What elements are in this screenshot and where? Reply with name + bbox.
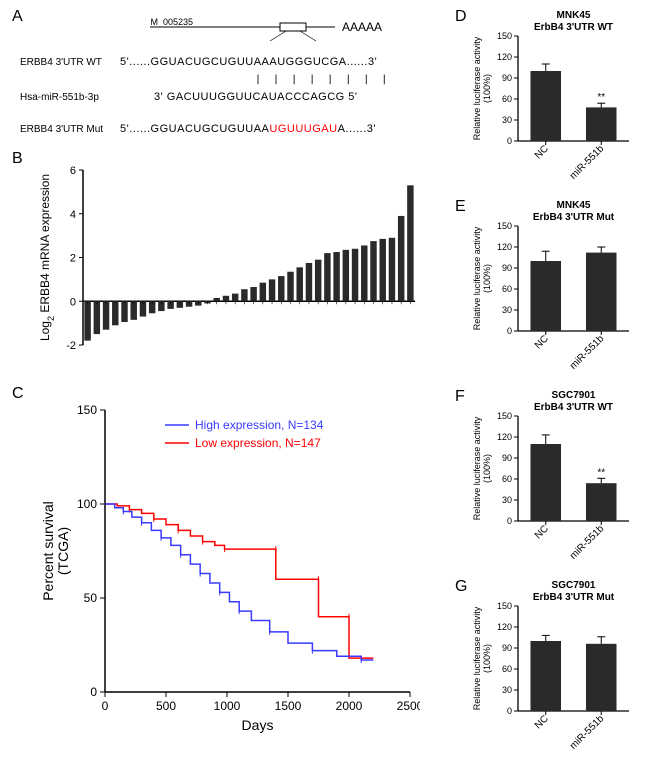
- svg-text:Low expression, N=147: Low expression, N=147: [195, 436, 321, 450]
- svg-text:150: 150: [497, 31, 512, 41]
- svg-text:miR-551b: miR-551b: [568, 333, 607, 372]
- panel-c-chart: 05010015005001000150020002500High expres…: [35, 400, 420, 740]
- seq-label: Hsa-miR-551b-3p: [20, 92, 120, 103]
- svg-text:30: 30: [502, 305, 512, 315]
- svg-text:6: 6: [70, 165, 76, 177]
- svg-text:90: 90: [502, 643, 512, 653]
- svg-text:NC: NC: [533, 333, 551, 351]
- svg-text:0: 0: [70, 296, 76, 308]
- svg-text:90: 90: [502, 73, 512, 83]
- seq-label: ERBB4 3'UTR WT: [20, 57, 120, 68]
- svg-text:50: 50: [84, 591, 98, 605]
- svg-text:60: 60: [502, 664, 512, 674]
- svg-text:NC: NC: [533, 143, 551, 161]
- panel-a-label: A: [12, 8, 23, 26]
- svg-text:miR-551b: miR-551b: [568, 523, 607, 562]
- svg-text:120: 120: [497, 242, 512, 252]
- svg-text:0: 0: [507, 706, 512, 716]
- seq-row-mir: Hsa-miR-551b-3p 3' GACUUUGGUUCAUACCCAGCG…: [20, 91, 420, 103]
- svg-text:**: **: [597, 92, 605, 103]
- svg-text:SGC7901: SGC7901: [552, 390, 596, 401]
- panel-f-label: F: [455, 388, 465, 406]
- svg-text:4: 4: [70, 209, 76, 221]
- svg-text:2000: 2000: [336, 699, 363, 713]
- svg-text:Relative luciferase activity: Relative luciferase activity: [472, 416, 482, 520]
- svg-text:150: 150: [77, 403, 97, 417]
- svg-text:-2: -2: [66, 340, 76, 352]
- svg-text:High expression, N=134: High expression, N=134: [195, 418, 324, 432]
- svg-text:90: 90: [502, 263, 512, 273]
- panel-a-schematic: AAAAA NM_005235: [150, 17, 410, 46]
- svg-text:0: 0: [90, 685, 97, 699]
- pairing-marks: | | | | | | | |: [255, 74, 420, 85]
- svg-text:(100%): (100%): [482, 644, 492, 673]
- svg-text:0: 0: [102, 699, 109, 713]
- svg-text:NC: NC: [533, 713, 551, 731]
- svg-text:(100%): (100%): [482, 74, 492, 103]
- svg-text:60: 60: [502, 474, 512, 484]
- panel-d-chart: MNK45ErbB4 3'UTR WT 0 30 60 90 120 150 NC miR-55…: [470, 8, 635, 183]
- svg-text:120: 120: [497, 52, 512, 62]
- polya-text: AAAAA: [342, 20, 382, 34]
- seq-row-mut: ERBB4 3'UTR Mut 5'......GGUACUGCUGUUAAUG…: [20, 123, 420, 135]
- panel-e-label: E: [455, 198, 466, 216]
- svg-text:Relative luciferase activity: Relative luciferase activity: [472, 226, 482, 330]
- panel-c-label: C: [12, 385, 24, 403]
- panel-f-chart: SGC7901ErbB4 3'UTR WT 0 30 60 90 120 150 NC miR-…: [470, 388, 635, 563]
- svg-text:NC: NC: [533, 523, 551, 541]
- panel-g-chart: SGC7901ErbB4 3'UTR Mut 0 30 60 90 120 150 NC miR…: [470, 578, 635, 753]
- panel-d-label: D: [455, 8, 467, 26]
- svg-text:0: 0: [507, 516, 512, 526]
- svg-text:1000: 1000: [214, 699, 241, 713]
- svg-text:SGC7901: SGC7901: [552, 580, 596, 591]
- svg-text:**: **: [597, 467, 605, 478]
- svg-text:(TCGA): (TCGA): [55, 527, 71, 575]
- svg-text:miR-551b: miR-551b: [568, 143, 607, 182]
- panel-g-label: G: [455, 578, 467, 596]
- panel-b-label: B: [12, 150, 23, 168]
- svg-text:120: 120: [497, 622, 512, 632]
- panel-e-chart: MNK45ErbB4 3'UTR Mut 0 30 60 90 120 150 NC miR-5…: [470, 198, 635, 373]
- svg-text:Days: Days: [242, 717, 274, 733]
- svg-text:30: 30: [502, 115, 512, 125]
- svg-text:ErbB4 3'UTR Mut: ErbB4 3'UTR Mut: [533, 592, 615, 603]
- svg-text:30: 30: [502, 495, 512, 505]
- seq-row-wt: ERBB4 3'UTR WT 5'......GGUACUGCUGUUAAAUG…: [20, 56, 420, 68]
- svg-text:150: 150: [497, 601, 512, 611]
- svg-text:90: 90: [502, 453, 512, 463]
- svg-text:ErbB4 3'UTR WT: ErbB4 3'UTR WT: [534, 402, 613, 413]
- panel-b-chart: -2 0 2 4 6 Log2 ERBB4 mRNA expression: [35, 165, 420, 355]
- svg-text:miR-551b: miR-551b: [568, 713, 607, 752]
- svg-text:60: 60: [502, 94, 512, 104]
- svg-text:2500: 2500: [397, 699, 420, 713]
- svg-text:100: 100: [77, 497, 97, 511]
- svg-text:150: 150: [497, 411, 512, 421]
- svg-text:0: 0: [507, 136, 512, 146]
- svg-text:ErbB4 3'UTR Mut: ErbB4 3'UTR Mut: [533, 212, 615, 223]
- svg-text:Percent survival: Percent survival: [40, 501, 56, 601]
- svg-text:60: 60: [502, 284, 512, 294]
- svg-text:(100%): (100%): [482, 454, 492, 483]
- svg-text:30: 30: [502, 685, 512, 695]
- accession-text: NM_005235: [150, 17, 193, 27]
- svg-text:120: 120: [497, 432, 512, 442]
- svg-text:ErbB4 3'UTR WT: ErbB4 3'UTR WT: [534, 22, 613, 33]
- svg-text:2: 2: [70, 253, 76, 265]
- svg-text:150: 150: [497, 221, 512, 231]
- svg-text:Log2 ERBB4 mRNA expression: Log2 ERBB4 mRNA expression: [38, 174, 56, 341]
- svg-text:Relative luciferase activity: Relative luciferase activity: [472, 606, 482, 710]
- svg-text:(100%): (100%): [482, 264, 492, 293]
- seq-label: ERBB4 3'UTR Mut: [20, 124, 120, 135]
- svg-text:Relative luciferase activity: Relative luciferase activity: [472, 36, 482, 140]
- svg-text:MNK45: MNK45: [557, 10, 591, 21]
- svg-text:500: 500: [156, 699, 176, 713]
- svg-text:0: 0: [507, 326, 512, 336]
- svg-text:MNK45: MNK45: [557, 200, 591, 211]
- svg-text:1500: 1500: [275, 699, 302, 713]
- panel-a: AAAAA NM_005235 ERBB4 3'UTR WT 5'......G…: [20, 25, 420, 141]
